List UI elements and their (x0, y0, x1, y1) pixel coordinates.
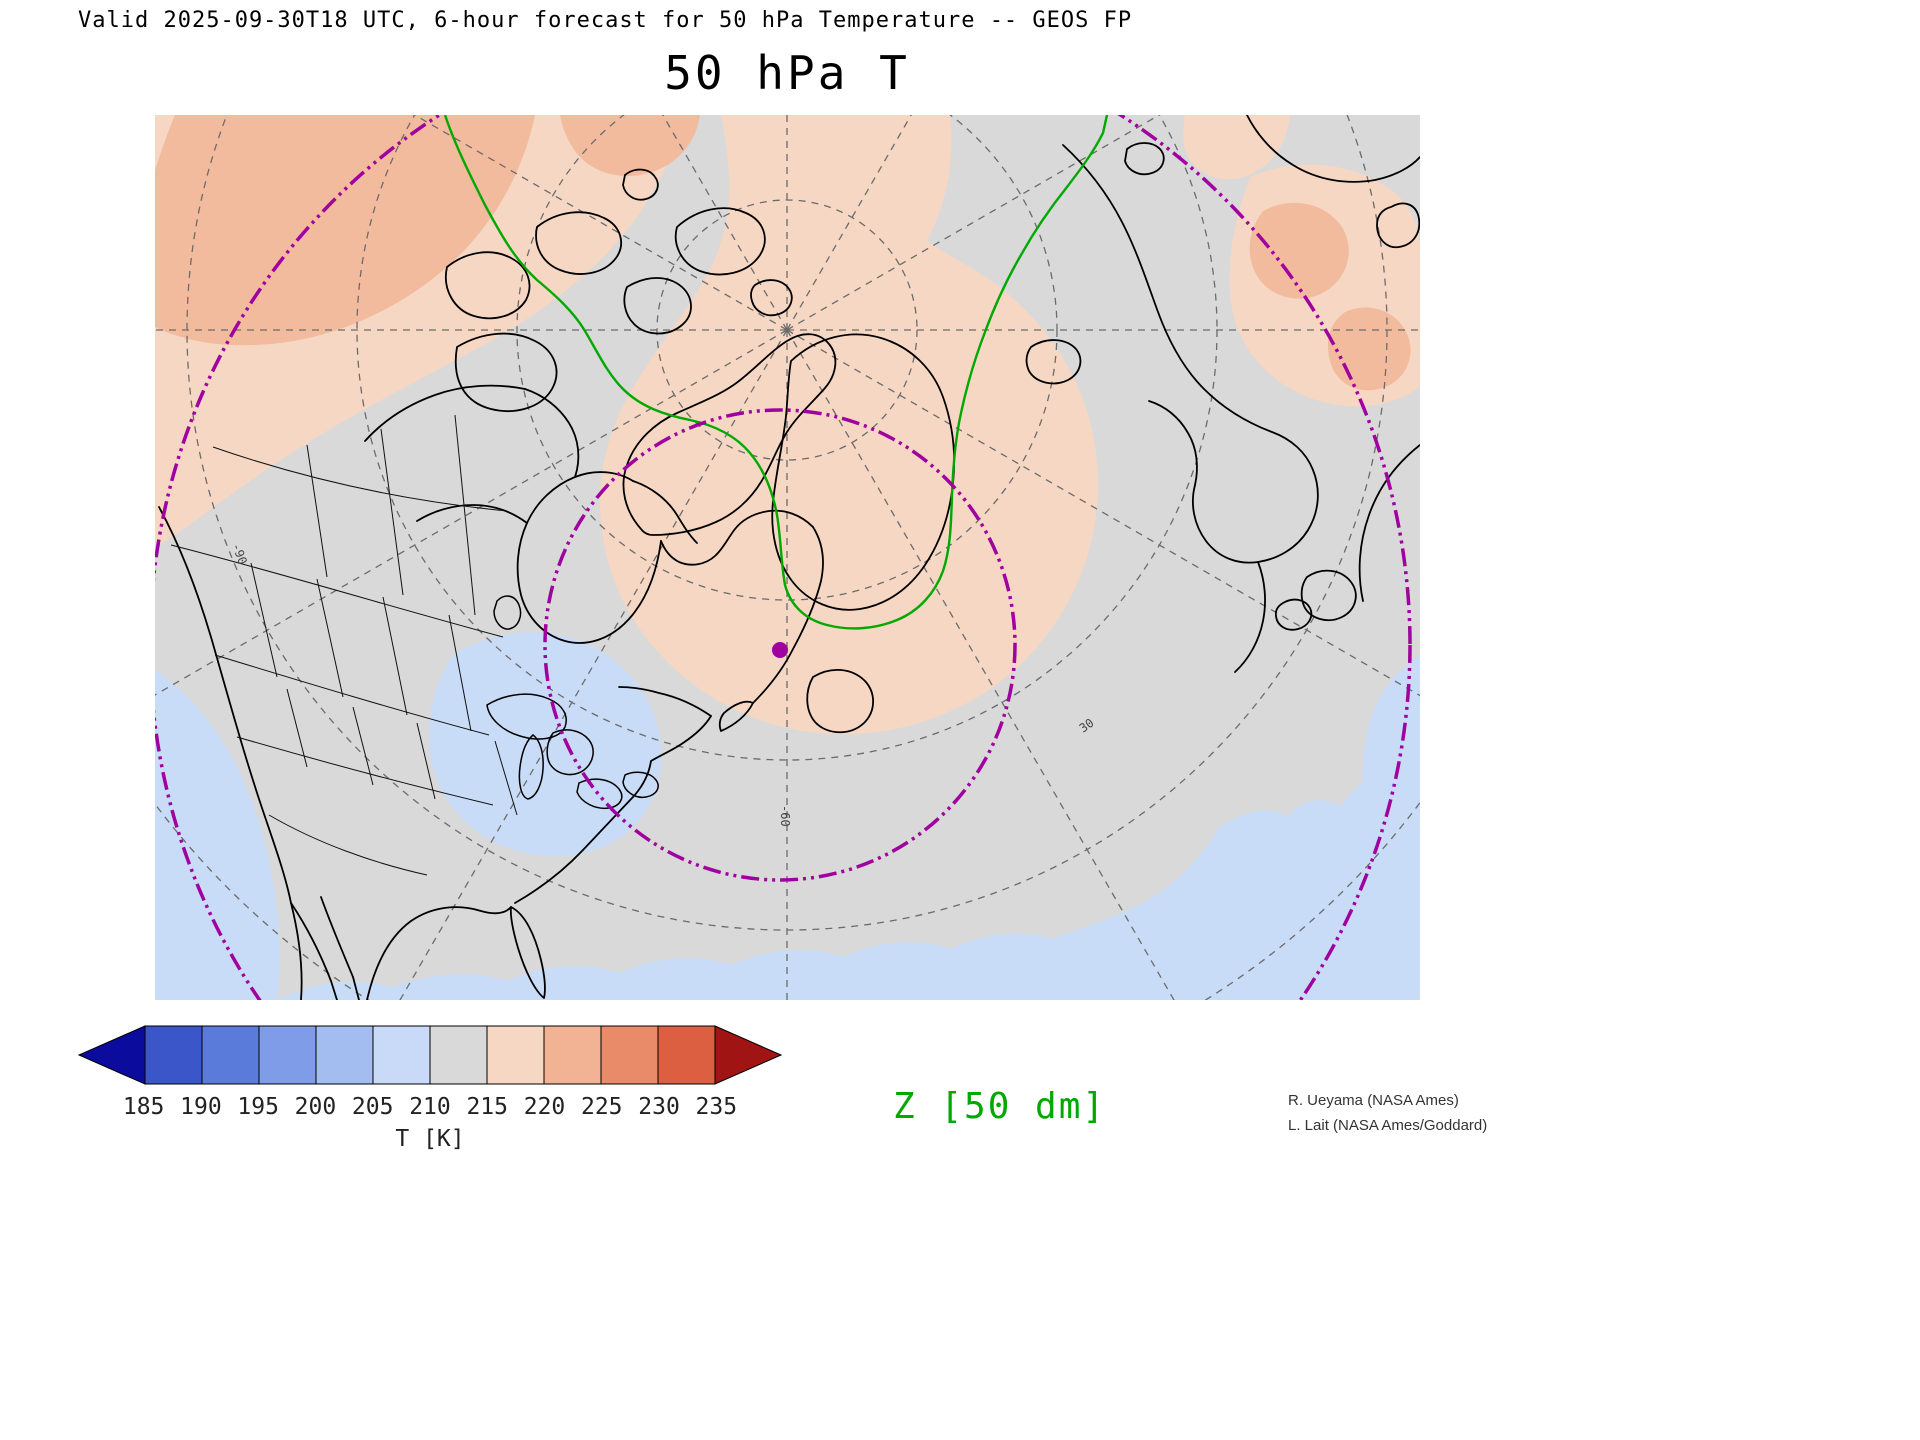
colorbar-segment-9 (657, 1025, 716, 1085)
z-height-contour (443, 115, 1109, 630)
colorbar-tick: 190 (180, 1094, 222, 1120)
colorbar-left-arrow (78, 1025, 146, 1085)
credit-line-1: R. Ueyama (NASA Ames) (1288, 1092, 1459, 1109)
credits: R. Ueyama (NASA Ames) L. Lait (NASA Ames… (1288, 1088, 1487, 1138)
cool-region-shading (155, 632, 1420, 1000)
colorbar-tick: 215 (466, 1094, 508, 1120)
colorbar-segment-1 (201, 1025, 260, 1085)
colorbar-tick: 230 (638, 1094, 680, 1120)
colorbar-right-arrow (714, 1025, 782, 1085)
lat-30-label: 30 (1077, 716, 1097, 736)
colorbar-segment-7 (543, 1025, 602, 1085)
forecast-map: -60 -90 30 (155, 115, 1420, 1000)
vortex-outer-ring (155, 115, 1412, 1000)
graticule (155, 115, 1420, 1000)
lon-90-label: -90 (229, 541, 250, 566)
colorbar-segment-8 (600, 1025, 659, 1085)
colorbar-tick: 185 (122, 1094, 165, 1120)
colorbar-tick: 235 (695, 1094, 738, 1120)
colorbar-segment-0 (144, 1025, 203, 1085)
colorbar-segment-5 (429, 1025, 488, 1085)
vortex-center-dot (772, 642, 788, 658)
graticule-labels: -60 -90 30 (229, 541, 1096, 826)
warmer-region-shading (155, 115, 1411, 391)
credit-line-2: L. Lait (NASA Ames/Goddard) (1288, 1117, 1488, 1134)
colorbar-tick: 195 (237, 1094, 279, 1120)
temperature-colorbar (78, 1025, 782, 1085)
colorbar-tick: 225 (580, 1094, 623, 1120)
z-contour-legend: Z [50 dm] (893, 1086, 1107, 1127)
great-lakes (486, 595, 659, 810)
colorbar-tick: 220 (523, 1094, 566, 1120)
page-title: 50 hPa T (664, 46, 910, 100)
colorbar-tick: 205 (351, 1094, 394, 1120)
colorbar-tick: 200 (294, 1094, 337, 1120)
colorbar-tick: 210 (409, 1094, 451, 1120)
vortex-inner-ring (543, 408, 1017, 882)
colorbar-segment-2 (258, 1025, 317, 1085)
colorbar-title: T [K] (395, 1126, 465, 1152)
colorbar-tick-labels: 185 190 195 200 205 210 215 220 225 230 235 (115, 1094, 745, 1120)
colorbar-segment-6 (486, 1025, 545, 1085)
lon-60-label: -60 (778, 805, 792, 827)
colorbar-segment-4 (372, 1025, 431, 1085)
coastlines (158, 115, 1420, 1000)
colorbar-segment-3 (315, 1025, 374, 1085)
vortex-markers (155, 115, 1412, 1000)
valid-time-subtitle: Valid 2025-09-30T18 UTC, 6-hour forecast… (78, 8, 1133, 33)
state-borders (170, 414, 518, 876)
